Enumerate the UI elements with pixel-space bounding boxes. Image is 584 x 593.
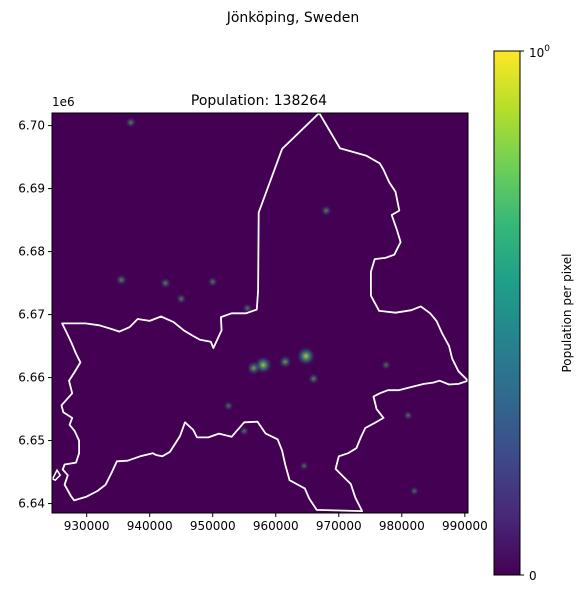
plot-frame [51,112,469,514]
y-tick-label: 6.64 [18,497,45,511]
y-tick-label: 6.70 [18,119,45,133]
y-tick-label: 6.67 [18,308,45,322]
x-tick-label: 940000 [127,519,173,533]
chart-title: Population: 138264 [191,93,327,109]
y-tick-label: 6.65 [18,434,45,448]
population-hotspot [239,425,250,437]
x-tick-label: 970000 [316,519,362,533]
x-tick-label: 950000 [190,519,236,533]
x-axis: 930000 940000 950000 960000 970000 980000 9900… [64,513,488,533]
y-tick-label: 6.66 [18,371,45,385]
y-axis: 6.64 6.65 6.66 6.67 6.68 6.69 6.70 [18,119,52,511]
figure-suptitle: Jönköping, Sweden [226,10,360,26]
colorbar-label: Population per pixel [560,253,574,372]
x-tick-label: 980000 [379,519,425,533]
y-offset-label: 1e6 [52,95,75,109]
colorbar-max-label: 100 [529,44,550,60]
x-tick-label: 990000 [442,519,488,533]
population-hotspot [409,486,420,496]
y-tick-label: 6.69 [18,182,45,196]
y-tick-label: 6.68 [18,245,45,259]
population-hotspot [159,277,172,289]
population-hotspot [207,276,219,288]
population-hotspot [125,116,137,129]
population-hotspot [246,360,262,376]
x-tick-label: 930000 [64,519,110,533]
population-hotspot [175,293,187,305]
population-hotspot [223,400,234,412]
population-hotspot [278,354,293,369]
x-tick-label: 960000 [253,519,299,533]
boundary-outline [60,113,468,513]
population-hotspots [115,116,420,496]
population-hotspot [320,204,333,217]
heatmap-background [52,113,468,513]
population-hotspot [402,410,414,421]
colorbar-min-label: 0 [529,569,537,583]
population-hotspot [299,460,310,471]
municipality-boundary [52,113,468,513]
population-hotspot [115,273,128,286]
colorbar [493,50,521,576]
population-hotspot [380,359,392,371]
population-hotspot [307,372,320,385]
boundary-island [52,468,62,482]
population-hotspot [296,346,316,367]
